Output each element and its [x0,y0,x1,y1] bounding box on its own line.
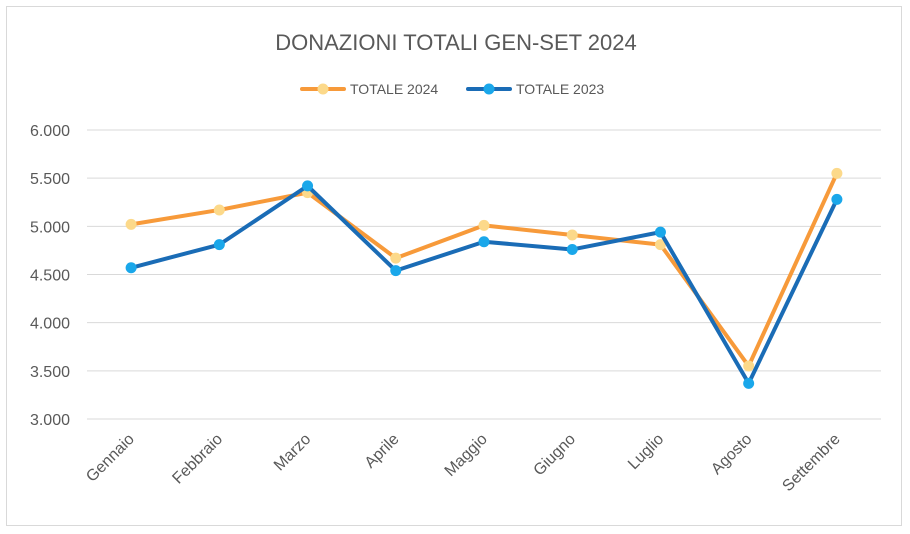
y-tick-label: 3.500 [30,364,70,381]
x-tick-label: Giugno [531,431,580,480]
data-point [831,193,843,205]
data-point [125,262,137,274]
legend-item-2023: TOTALE 2023 [466,81,604,97]
data-point [390,252,402,264]
series-line [129,183,839,386]
data-point [654,226,666,238]
x-tick-label: Febbraio [169,431,226,488]
y-tick-label: 6.000 [30,123,70,140]
data-point [213,204,225,216]
x-tick-label: Gennaio [83,431,138,486]
data-point [302,180,314,192]
x-tick-label: Agosto [708,431,755,478]
data-point [478,236,490,248]
series [125,167,843,389]
x-tick-label: Aprile [362,431,403,472]
legend-label-2024: TOTALE 2024 [350,81,438,97]
y-tick-label: 4.500 [30,268,70,285]
data-point [831,167,843,179]
data-point [390,265,402,277]
data-point [743,377,755,389]
legend-marker-2024 [317,83,329,95]
y-tick-label: 5.500 [30,171,70,188]
series-2024 [125,167,843,372]
legend-label-2023: TOTALE 2023 [516,81,604,97]
series-line [129,171,839,369]
x-tick-label: Settembre [780,431,844,495]
data-point [743,360,755,372]
x-tick-label: Luglio [625,431,667,473]
data-point [125,218,137,230]
legend-item-2024: TOTALE 2024 [300,81,438,97]
legend-marker-2023 [483,83,495,95]
y-tick-label: 5.000 [30,219,70,236]
data-point [654,239,666,251]
data-point [213,239,225,251]
x-axis-ticks: Gennaio Febbraio Marzo Aprile Maggio Giugno Lu… [83,431,844,495]
data-point [478,219,490,231]
x-tick-label: Marzo [271,431,315,475]
data-point [566,243,578,255]
gridlines [87,129,881,420]
y-axis-ticks: 3.000 3.500 4.000 4.500 5.000 5.500 6.000 [30,123,70,429]
chart-title: DONAZIONI TOTALI GEN-SET 2024 [275,30,636,55]
y-tick-label: 3.000 [30,412,70,429]
legend: TOTALE 2024 TOTALE 2023 [300,81,604,97]
series-2023 [125,180,843,389]
chart-frame [6,6,902,526]
data-point [566,229,578,241]
y-tick-label: 4.000 [30,316,70,333]
x-tick-label: Maggio [442,431,491,480]
